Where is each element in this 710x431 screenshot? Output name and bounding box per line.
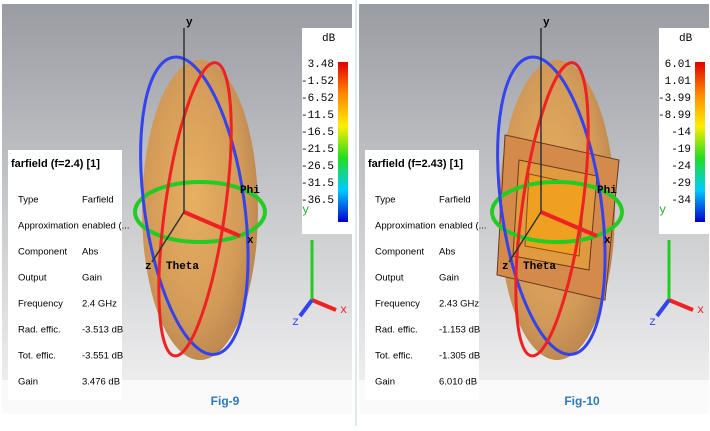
legend-value: Farfield <box>439 195 471 206</box>
legend-key: Approximation <box>18 221 79 232</box>
legend-title: farfield (f=2.4) [1] <box>11 158 100 170</box>
legend-key: Output <box>18 273 47 284</box>
triad-label-z: z <box>649 315 656 329</box>
legend-value: Gain <box>82 273 102 284</box>
legend-key: Rad. effic. <box>18 325 61 336</box>
legend-key: Type <box>375 195 396 206</box>
legend-value: -1.153 dB <box>439 325 480 336</box>
colorbar-label: -8.99 <box>658 110 691 122</box>
triad-label-x: x <box>340 303 347 317</box>
colorbar-label: -14 <box>671 127 691 139</box>
colorbar-label: -24 <box>671 161 691 173</box>
panel: y x z Phi Theta dB 6.01 1.01 -3.99 -8.99 -14 -19 -24… <box>359 4 709 414</box>
legend-key: Type <box>18 195 39 206</box>
colorbar-label: 1.01 <box>665 76 692 88</box>
colorbar-label: -29 <box>671 178 691 190</box>
legend-value: enabled (... <box>82 221 130 232</box>
axis-label-theta: Theta <box>166 261 199 273</box>
colorbar-unit: dB <box>322 33 336 45</box>
legend-key: Component <box>18 247 67 258</box>
colorbar-label: 3.48 <box>308 59 334 71</box>
colorbar-unit: dB <box>679 33 693 45</box>
figure: y x z Phi Theta dB 3.48 -1.52 -6.52 -11.5 -16.5 -21… <box>0 0 710 426</box>
axis-label-z: z <box>502 261 509 273</box>
legend-value: Abs <box>82 247 99 258</box>
legend-value: -3.551 dB <box>82 351 123 362</box>
legend-key: Tot. effic. <box>375 351 413 362</box>
colorbar <box>338 62 348 222</box>
colorbar-label: -26.5 <box>301 161 334 173</box>
colorbar-label: -6.52 <box>301 93 334 105</box>
triad-label-z: z <box>292 315 299 329</box>
legend-key: Output <box>375 273 404 284</box>
colorbar-label: -34 <box>671 195 691 207</box>
legend-value: enabled (... <box>439 221 487 232</box>
axis-label-y: y <box>543 17 550 29</box>
legend-value: Farfield <box>82 195 114 206</box>
legend-value: -3.513 dB <box>82 325 123 336</box>
legend-value: -1.305 dB <box>439 351 480 362</box>
panel: y x z Phi Theta dB 3.48 -1.52 -6.52 -11.5 -16.5 -21… <box>2 4 352 414</box>
axis-label-z: z <box>145 261 152 273</box>
colorbar-label: -16.5 <box>301 127 334 139</box>
caption: Fig-9 <box>211 394 240 408</box>
legend-key: Gain <box>375 377 395 388</box>
colorbar-label: 6.01 <box>665 59 692 71</box>
legend-title: farfield (f=2.43) [1] <box>368 158 463 170</box>
axis-label-x: x <box>247 235 254 247</box>
colorbar-label: -21.5 <box>301 144 334 156</box>
axis-label-y: y <box>186 17 193 29</box>
axis-label-x: x <box>604 235 611 247</box>
triad-label-y: y <box>302 203 309 217</box>
triad-label-x: x <box>697 303 704 317</box>
legend-value: 3.476 dB <box>82 377 120 388</box>
colorbar <box>695 62 705 222</box>
triad-label-y: y <box>659 203 666 217</box>
colorbar-label: -1.52 <box>301 76 334 88</box>
axis-label-phi: Phi <box>597 185 617 197</box>
legend-value: Gain <box>439 273 459 284</box>
legend-key: Frequency <box>18 299 63 310</box>
caption: Fig-10 <box>564 394 600 408</box>
axis-label-phi: Phi <box>240 185 260 197</box>
legend-key: Frequency <box>375 299 420 310</box>
colorbar-label: -31.5 <box>301 178 334 190</box>
legend-key: Rad. effic. <box>375 325 418 336</box>
legend-key: Tot. effic. <box>18 351 56 362</box>
colorbar-label: -3.99 <box>658 93 691 105</box>
colorbar-label: -19 <box>671 144 691 156</box>
legend-value: 6.010 dB <box>439 377 477 388</box>
legend-key: Component <box>375 247 424 258</box>
legend-value: 2.4 GHz <box>82 299 117 310</box>
legend-value: Abs <box>439 247 456 258</box>
legend-key: Approximation <box>375 221 436 232</box>
legend-key: Gain <box>18 377 38 388</box>
legend-value: 2.43 GHz <box>439 299 479 310</box>
colorbar-label: -11.5 <box>301 110 334 122</box>
axis-label-theta: Theta <box>523 261 556 273</box>
